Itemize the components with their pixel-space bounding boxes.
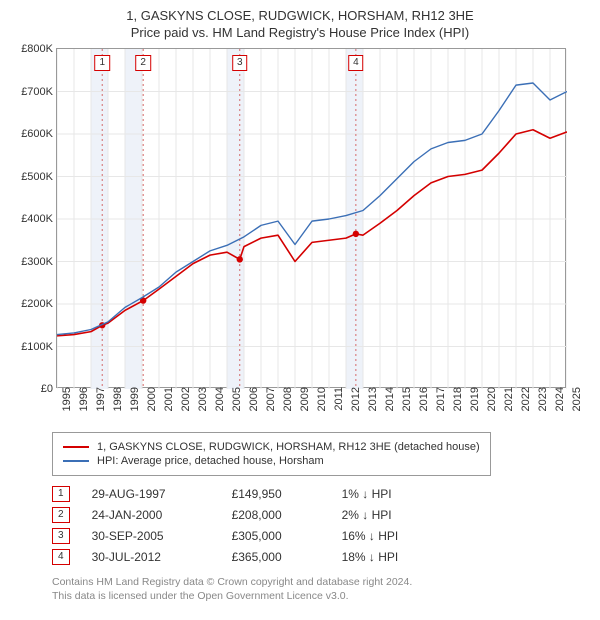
sales-row: 3 30-SEP-2005£305,00016% ↓ HPI — [52, 528, 592, 544]
x-tick-label: 2002 — [176, 387, 192, 411]
y-tick-label: £300K — [21, 256, 57, 268]
footer-line: Contains HM Land Registry data © Crown c… — [52, 575, 592, 589]
sales-diff: 1% ↓ HPI — [342, 487, 462, 501]
sales-date: 30-JUL-2012 — [92, 550, 232, 564]
sales-price: £365,000 — [232, 550, 342, 564]
x-tick-label: 2023 — [533, 387, 549, 411]
footer-line: This data is licensed under the Open Gov… — [52, 589, 592, 603]
x-tick-label: 2019 — [465, 387, 481, 411]
x-tick-label: 1996 — [74, 387, 90, 411]
event-marker: 2 — [135, 55, 151, 71]
x-tick-label: 2004 — [210, 387, 226, 411]
x-tick-label: 2010 — [312, 387, 328, 411]
sales-index-badge: 1 — [52, 486, 70, 502]
sales-diff: 18% ↓ HPI — [342, 550, 462, 564]
x-tick-label: 2018 — [448, 387, 464, 411]
title-block: 1, GASKYNS CLOSE, RUDGWICK, HORSHAM, RH1… — [8, 8, 592, 40]
x-tick-label: 2020 — [482, 387, 498, 411]
x-tick-label: 2025 — [567, 387, 583, 411]
sales-date: 29-AUG-1997 — [92, 487, 232, 501]
title-subtitle: Price paid vs. HM Land Registry's House … — [8, 25, 592, 40]
x-tick-label: 2024 — [550, 387, 566, 411]
y-tick-label: £800K — [21, 43, 57, 55]
legend-label: 1, GASKYNS CLOSE, RUDGWICK, HORSHAM, RH1… — [97, 441, 480, 453]
y-tick-label: £600K — [21, 128, 57, 140]
y-tick-label: £700K — [21, 86, 57, 98]
x-tick-label: 2007 — [261, 387, 277, 411]
event-marker: 3 — [232, 55, 248, 71]
title-address: 1, GASKYNS CLOSE, RUDGWICK, HORSHAM, RH1… — [8, 8, 592, 23]
legend-item: HPI: Average price, detached house, Hors… — [63, 455, 480, 467]
x-tick-label: 2021 — [499, 387, 515, 411]
x-tick-label: 2014 — [380, 387, 396, 411]
y-tick-label: £0 — [41, 383, 57, 395]
x-tick-label: 2003 — [193, 387, 209, 411]
x-tick-label: 2017 — [431, 387, 447, 411]
legend-swatch — [63, 460, 89, 462]
x-tick-label: 2012 — [346, 387, 362, 411]
sales-date: 30-SEP-2005 — [92, 529, 232, 543]
sales-table: 1 29-AUG-1997£149,9501% ↓ HPI 2 24-JAN-2000… — [52, 486, 592, 565]
x-tick-label: 2005 — [227, 387, 243, 411]
sales-price: £208,000 — [232, 508, 342, 522]
legend-swatch — [63, 446, 89, 448]
event-marker: 1 — [94, 55, 110, 71]
sales-diff: 16% ↓ HPI — [342, 529, 462, 543]
sales-row: 1 29-AUG-1997£149,9501% ↓ HPI — [52, 486, 592, 502]
plot-svg — [57, 49, 567, 389]
sales-index-badge: 4 — [52, 549, 70, 565]
sales-row: 4 30-JUL-2012£365,00018% ↓ HPI — [52, 549, 592, 565]
legend-label: HPI: Average price, detached house, Hors… — [97, 455, 324, 467]
y-tick-label: £100K — [21, 341, 57, 353]
plot-area: £0£100K£200K£300K£400K£500K£600K£700K£80… — [56, 48, 566, 388]
x-tick-label: 1995 — [57, 387, 73, 411]
y-tick-label: £200K — [21, 298, 57, 310]
sales-date: 24-JAN-2000 — [92, 508, 232, 522]
x-tick-label: 1997 — [91, 387, 107, 411]
sales-index-badge: 2 — [52, 507, 70, 523]
attribution-footer: Contains HM Land Registry data © Crown c… — [52, 575, 592, 603]
x-tick-label: 1999 — [125, 387, 141, 411]
x-tick-label: 2011 — [329, 387, 345, 411]
chart-container: 1, GASKYNS CLOSE, RUDGWICK, HORSHAM, RH1… — [0, 0, 600, 611]
sales-price: £305,000 — [232, 529, 342, 543]
x-tick-label: 1998 — [108, 387, 124, 411]
x-tick-label: 2022 — [516, 387, 532, 411]
x-tick-label: 2006 — [244, 387, 260, 411]
x-tick-label: 2013 — [363, 387, 379, 411]
x-tick-label: 2009 — [295, 387, 311, 411]
sales-row: 2 24-JAN-2000£208,0002% ↓ HPI — [52, 507, 592, 523]
sales-diff: 2% ↓ HPI — [342, 508, 462, 522]
legend-item: 1, GASKYNS CLOSE, RUDGWICK, HORSHAM, RH1… — [63, 441, 480, 453]
x-tick-label: 2001 — [159, 387, 175, 411]
x-tick-label: 2015 — [397, 387, 413, 411]
y-tick-label: £400K — [21, 213, 57, 225]
x-tick-label: 2008 — [278, 387, 294, 411]
y-tick-label: £500K — [21, 171, 57, 183]
x-tick-label: 2016 — [414, 387, 430, 411]
sales-index-badge: 3 — [52, 528, 70, 544]
x-tick-label: 2000 — [142, 387, 158, 411]
legend: 1, GASKYNS CLOSE, RUDGWICK, HORSHAM, RH1… — [52, 432, 491, 476]
event-marker: 4 — [348, 55, 364, 71]
sales-price: £149,950 — [232, 487, 342, 501]
